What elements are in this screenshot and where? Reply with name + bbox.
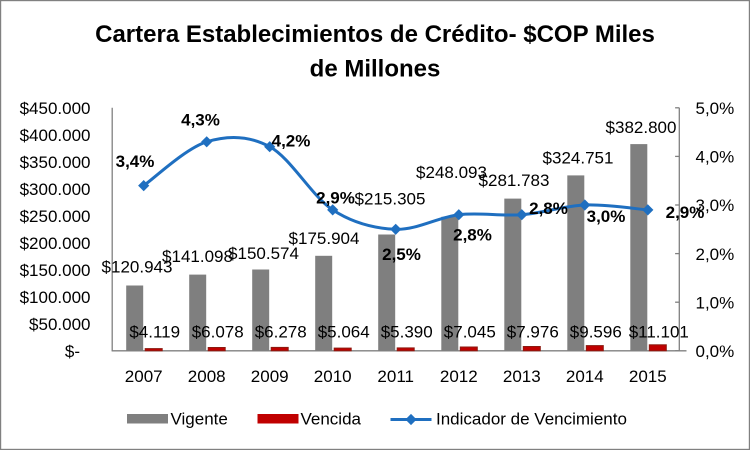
svg-text:2,5%: 2,5% xyxy=(382,245,421,264)
svg-text:$400.000: $400.000 xyxy=(20,126,91,145)
svg-text:$-: $- xyxy=(65,342,80,361)
svg-text:$324.751: $324.751 xyxy=(543,149,614,168)
svg-text:$4.119: $4.119 xyxy=(129,323,180,342)
svg-text:$100.000: $100.000 xyxy=(20,288,91,307)
svg-text:$7.976: $7.976 xyxy=(507,323,559,342)
svg-text:2013: 2013 xyxy=(503,367,541,386)
svg-text:2015: 2015 xyxy=(629,367,667,386)
svg-text:2014: 2014 xyxy=(566,367,604,386)
svg-text:2,0%: 2,0% xyxy=(696,245,735,264)
svg-text:Cartera Establecimientos de Cr: Cartera Establecimientos de Crédito- $CO… xyxy=(95,21,655,48)
svg-text:2,9%: 2,9% xyxy=(666,203,705,222)
svg-text:$6.078: $6.078 xyxy=(192,323,244,342)
svg-text:de Millones: de Millones xyxy=(310,56,441,83)
svg-text:2009: 2009 xyxy=(251,367,289,386)
svg-text:$450.000: $450.000 xyxy=(20,99,91,118)
svg-text:4,2%: 4,2% xyxy=(272,132,311,151)
svg-text:2012: 2012 xyxy=(440,367,478,386)
svg-text:Indicador de Vencimiento: Indicador de Vencimiento xyxy=(436,410,627,429)
svg-text:1,0%: 1,0% xyxy=(696,293,735,312)
svg-text:2,8%: 2,8% xyxy=(453,226,492,245)
svg-text:2007: 2007 xyxy=(125,367,163,386)
svg-text:2010: 2010 xyxy=(314,367,352,386)
svg-text:$150.574: $150.574 xyxy=(228,244,299,263)
svg-text:$6.278: $6.278 xyxy=(255,323,307,342)
svg-text:$5.064: $5.064 xyxy=(318,323,370,342)
svg-text:$9.596: $9.596 xyxy=(570,323,622,342)
svg-text:$250.000: $250.000 xyxy=(20,207,91,226)
svg-text:$7.045: $7.045 xyxy=(444,323,496,342)
svg-text:$350.000: $350.000 xyxy=(20,153,91,172)
svg-text:$150.000: $150.000 xyxy=(20,261,91,280)
svg-text:$141.098: $141.098 xyxy=(162,247,233,266)
svg-text:4,0%: 4,0% xyxy=(696,148,735,167)
svg-text:$215.305: $215.305 xyxy=(355,190,426,209)
svg-text:2008: 2008 xyxy=(188,367,226,386)
svg-text:Vigente: Vigente xyxy=(171,410,228,429)
svg-text:2,8%: 2,8% xyxy=(529,199,568,218)
svg-text:2,9%: 2,9% xyxy=(316,189,355,208)
svg-text:$281.783: $281.783 xyxy=(479,171,550,190)
svg-text:$300.000: $300.000 xyxy=(20,180,91,199)
svg-text:$5.390: $5.390 xyxy=(381,323,433,342)
svg-text:$200.000: $200.000 xyxy=(20,234,91,253)
svg-text:0,0%: 0,0% xyxy=(696,342,735,361)
svg-text:$248.093: $248.093 xyxy=(416,163,487,182)
svg-text:5,0%: 5,0% xyxy=(696,99,735,118)
svg-text:$382.800: $382.800 xyxy=(606,118,677,137)
svg-text:$175.904: $175.904 xyxy=(289,229,360,248)
svg-text:$50.000: $50.000 xyxy=(29,315,90,334)
svg-text:3,0%: 3,0% xyxy=(696,196,735,215)
svg-text:$120.943: $120.943 xyxy=(102,258,173,277)
svg-text:3,4%: 3,4% xyxy=(116,152,155,171)
svg-text:3,0%: 3,0% xyxy=(587,207,626,226)
svg-text:Vencida: Vencida xyxy=(301,410,362,429)
svg-text:4,3%: 4,3% xyxy=(181,111,220,130)
svg-text:$11.101: $11.101 xyxy=(629,323,689,342)
svg-text:2011: 2011 xyxy=(377,367,414,386)
